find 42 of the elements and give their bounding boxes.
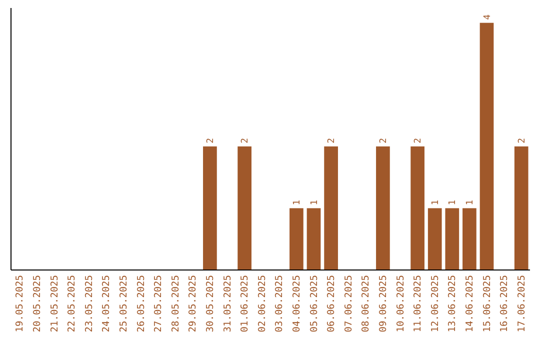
x-tick-label: 11.06.2025 (412, 275, 424, 332)
data-label: 2 (240, 138, 251, 144)
x-tick-label: 09.06.2025 (378, 275, 389, 332)
x-tick-label: 06.06.2025 (326, 275, 338, 332)
x-tick-label: 03.06.2025 (274, 275, 286, 332)
data-label: 2 (517, 138, 528, 144)
x-tick-label: 24.05.2025 (101, 275, 112, 332)
x-tick-label: 20.05.2025 (32, 275, 43, 332)
x-tick-label: 14.06.2025 (464, 275, 476, 332)
data-label: 1 (465, 200, 476, 206)
x-tick-label: 21.05.2025 (49, 275, 60, 332)
x-tick-label: 22.05.2025 (66, 275, 78, 332)
x-tick-label: 25.05.2025 (118, 275, 130, 332)
x-tick-label: 07.06.2025 (343, 275, 354, 332)
x-tick-label: 26.05.2025 (136, 275, 147, 332)
x-tick-label: 10.06.2025 (395, 275, 406, 332)
data-label: 1 (310, 200, 320, 206)
x-tick-label: 31.05.2025 (222, 275, 234, 332)
x-tick-label: 23.05.2025 (84, 275, 95, 332)
x-tick-label: 12.06.2025 (430, 275, 441, 332)
data-label: 4 (482, 14, 493, 20)
x-tick-label: 04.06.2025 (291, 275, 302, 332)
x-tick-label: 29.05.2025 (188, 275, 199, 332)
data-label: 2 (206, 138, 216, 144)
x-tick-label: 17.06.2025 (516, 275, 528, 332)
x-tick-label: 02.06.2025 (256, 275, 268, 332)
x-tick-label: 15.06.2025 (482, 275, 493, 332)
x-tick-label: 28.05.2025 (170, 275, 182, 332)
x-tick-label: 19.05.2025 (14, 275, 26, 332)
data-label: 1 (430, 200, 441, 206)
data-label: 1 (448, 200, 458, 206)
data-label: 2 (327, 138, 338, 144)
x-tick-label: 16.06.2025 (499, 275, 510, 332)
x-tick-label: 08.06.2025 (360, 275, 372, 332)
x-tick-label: 13.06.2025 (447, 275, 458, 332)
x-tick-label: 01.06.2025 (240, 275, 251, 332)
x-tick-label: 27.05.2025 (153, 275, 164, 332)
data-label: 2 (378, 138, 389, 144)
x-tick-label: 30.05.2025 (204, 275, 216, 332)
data-label: 2 (414, 138, 424, 144)
data-label: 1 (292, 200, 302, 206)
x-tick-label: 05.06.2025 (308, 275, 320, 332)
